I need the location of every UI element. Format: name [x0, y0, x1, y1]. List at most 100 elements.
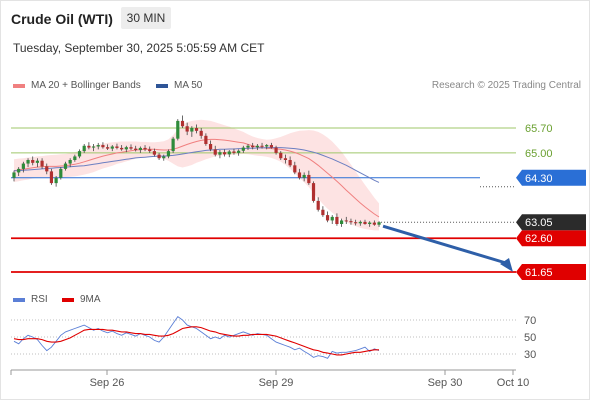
candle-body: [68, 160, 72, 164]
legend-ma50-label: MA 50: [174, 80, 203, 91]
candles: [12, 115, 381, 227]
candle-body: [377, 222, 381, 225]
level-label-65-00: 65.00: [525, 148, 553, 160]
level-tag-61-65: [516, 264, 586, 280]
candle-body: [166, 151, 171, 157]
level-tag-64-30: [516, 169, 586, 186]
forecast-arrow-head: [500, 258, 513, 272]
candle-body: [82, 145, 86, 152]
candle-body: [340, 220, 344, 224]
candle-body: [255, 145, 259, 148]
candle-body: [91, 146, 96, 148]
x-tick-label: Oct 10: [497, 377, 529, 389]
candle-body: [49, 171, 54, 184]
level-tag-62-60: [516, 230, 586, 247]
copyright: Research © 2025 Trading Central: [431, 80, 581, 91]
level-label-64-30: 64.30: [525, 173, 553, 185]
rsi-tick-30: 30: [524, 349, 536, 361]
candle-body: [171, 138, 175, 152]
rsi-swatch: [13, 297, 25, 302]
legend-bollinger-label: MA 20 + Bollinger Bands: [31, 80, 141, 91]
candle-body: [115, 146, 119, 148]
candle-body: [321, 209, 325, 216]
candle-body: [134, 148, 138, 151]
candle-body: [138, 147, 142, 151]
candle-body: [246, 145, 250, 148]
legend-rsi: RSI: [13, 294, 48, 305]
bollinger-swatch: [13, 83, 25, 88]
legend-ma50: MA 50: [156, 80, 202, 91]
rsi-tick-70: 70: [524, 315, 536, 327]
candle-body: [176, 120, 180, 139]
candle-body: [148, 149, 152, 152]
candle-body: [180, 120, 185, 127]
candle-body: [106, 147, 110, 149]
rsi-tick-50: 50: [524, 332, 536, 344]
candle-body: [194, 128, 199, 131]
candle-body: [110, 146, 114, 149]
candle-body: [288, 160, 292, 166]
candle-body: [218, 152, 222, 155]
ma20-line: [13, 138, 380, 218]
level-label-65-70: 65.70: [525, 123, 553, 135]
candle-body: [204, 135, 208, 144]
candle-body: [344, 220, 348, 222]
candle-body: [129, 147, 133, 149]
candle-body: [40, 160, 44, 167]
candle-body: [237, 150, 241, 153]
candle-body: [363, 221, 367, 224]
candle-body: [274, 147, 278, 153]
candle-body: [26, 160, 30, 164]
legend-9ma-label: 9MA: [80, 294, 101, 305]
ma50-line: [14, 147, 380, 183]
candle-body: [73, 156, 77, 160]
candle-body: [223, 152, 227, 155]
candle-body: [265, 145, 269, 147]
candle-body: [190, 128, 194, 132]
last-price-tag: [516, 214, 586, 231]
forecast-arrow-shaft: [382, 224, 507, 265]
candle-body: [283, 158, 288, 160]
candle-body: [124, 147, 128, 150]
candle-body: [349, 221, 353, 223]
candle-body: [316, 200, 320, 210]
rsi-line: [13, 315, 380, 359]
candle-body: [59, 168, 63, 178]
level-label-62-60: 62.60: [525, 233, 553, 245]
level-label-61-65: 61.65: [525, 267, 553, 279]
candle-body: [311, 183, 316, 201]
candle-body: [77, 151, 82, 157]
candle-body: [208, 144, 213, 150]
bollinger-band: [14, 119, 379, 231]
rsi-ma-line: [13, 326, 379, 356]
candle-body: [330, 216, 334, 221]
candle-body: [157, 154, 161, 159]
candle-body: [354, 222, 358, 224]
candle-body: [372, 222, 376, 225]
candle-body: [12, 172, 16, 178]
x-tick-label: Sep 29: [259, 377, 294, 389]
instrument-title: Crude Oil (WTI): [11, 11, 113, 27]
candle-body: [302, 174, 306, 178]
candle-body: [87, 145, 91, 148]
candle-body: [120, 147, 124, 150]
candle-body: [17, 168, 21, 173]
candle-body: [143, 147, 147, 150]
timestamp: Tuesday, September 30, 2025 5:05:59 AM C…: [13, 41, 265, 55]
legend-rsi-label: RSI: [31, 294, 48, 305]
candle-body: [368, 222, 372, 224]
candle-body: [335, 216, 339, 224]
candle-body: [297, 172, 302, 178]
candle-body: [260, 145, 264, 147]
candle-body: [21, 163, 25, 169]
timeframe-badge[interactable]: 30 MIN: [121, 7, 171, 29]
candle-body: [293, 165, 297, 173]
candle-body: [232, 151, 236, 153]
candle-body: [199, 130, 203, 136]
candle-body: [185, 126, 189, 132]
candle-body: [227, 151, 231, 155]
candle-body: [54, 177, 58, 184]
candle-body: [101, 145, 105, 148]
candle-body: [241, 147, 245, 151]
